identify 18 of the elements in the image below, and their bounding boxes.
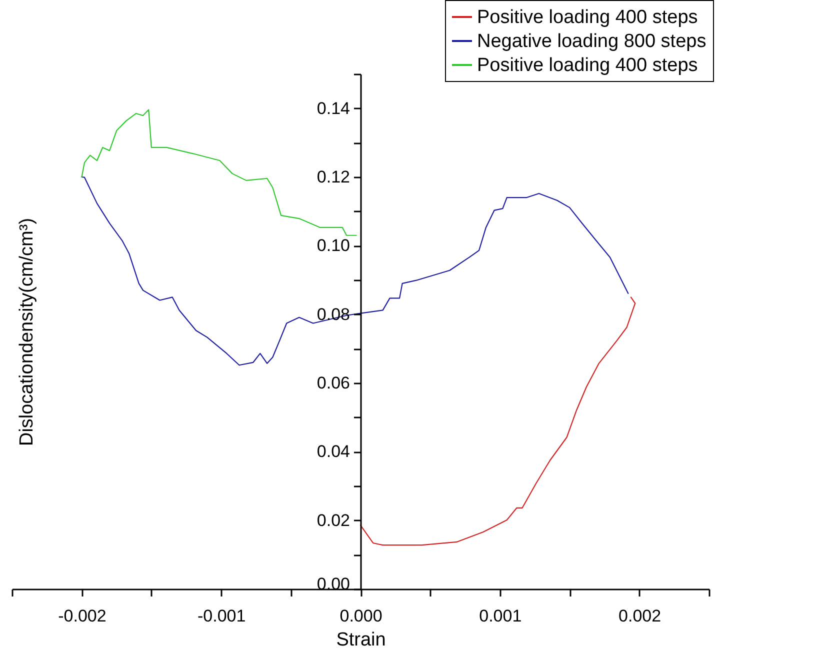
x-tick-label: 0.001 bbox=[479, 606, 522, 626]
y-tick-label: 0.14 bbox=[316, 98, 350, 118]
x-tick-label: -0.001 bbox=[198, 606, 246, 626]
y-tick-label: 0.10 bbox=[316, 236, 350, 256]
y-tick-label: 0.00 bbox=[316, 574, 350, 594]
y-tick-label: 0.02 bbox=[316, 510, 350, 530]
legend-label: Negative loading 800 steps bbox=[477, 31, 706, 52]
y-tick-label: 0.06 bbox=[316, 374, 350, 392]
legend-label: Positive loading 400 steps bbox=[477, 7, 698, 28]
legend-label: Positive loading 400 steps bbox=[477, 55, 698, 76]
line-series bbox=[360, 296, 636, 546]
x-tick-label: 0.000 bbox=[340, 606, 382, 626]
y-axis-title: Dislocationdensity(cm/cm³) bbox=[16, 218, 38, 446]
y-tick-label: 0.12 bbox=[316, 168, 350, 186]
y-tick-label: 0.04 bbox=[316, 442, 350, 462]
x-tick-label: 0.002 bbox=[618, 606, 662, 626]
x-axis-title: Strain bbox=[336, 630, 386, 650]
x-tick-label: -0.002 bbox=[58, 606, 106, 626]
